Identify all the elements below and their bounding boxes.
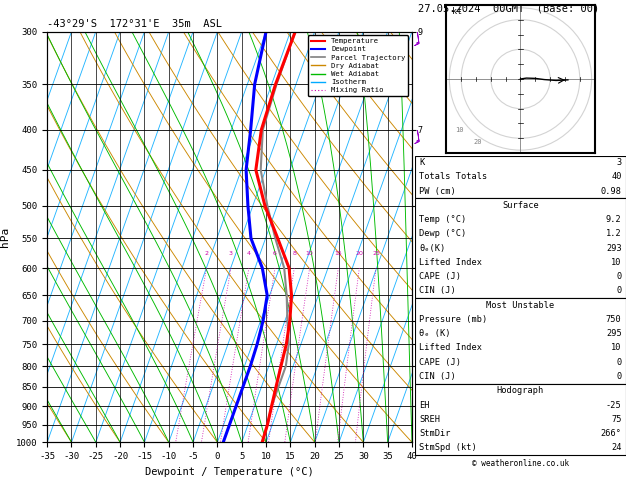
Text: CIN (J): CIN (J)	[420, 286, 456, 295]
Text: 24: 24	[611, 443, 621, 452]
Text: 0: 0	[616, 272, 621, 281]
Text: © weatheronline.co.uk: © weatheronline.co.uk	[472, 459, 569, 468]
Text: 1.2: 1.2	[606, 229, 621, 239]
Text: 20: 20	[355, 251, 364, 257]
Text: 75: 75	[611, 415, 621, 424]
Text: 10: 10	[306, 251, 313, 257]
Text: 10: 10	[455, 127, 464, 133]
Legend: Temperature, Dewpoint, Parcel Trajectory, Dry Adiabat, Wet Adiabat, Isotherm, Mi: Temperature, Dewpoint, Parcel Trajectory…	[308, 35, 408, 96]
Text: StmDir: StmDir	[420, 429, 451, 438]
Text: -43°29'S  172°31'E  35m  ASL: -43°29'S 172°31'E 35m ASL	[47, 19, 222, 29]
Text: 0: 0	[616, 286, 621, 295]
Text: 3: 3	[229, 251, 233, 257]
Bar	[415, 383, 626, 455]
Text: 25: 25	[372, 251, 380, 257]
Text: Temp (°C): Temp (°C)	[420, 215, 467, 224]
Text: K: K	[420, 158, 425, 167]
Text: 2: 2	[204, 251, 209, 257]
Bar	[415, 156, 626, 198]
Text: 6: 6	[273, 251, 277, 257]
Text: Surface: Surface	[502, 201, 539, 210]
Y-axis label: hPa: hPa	[1, 227, 11, 247]
Text: kt: kt	[452, 7, 462, 16]
Text: 40: 40	[611, 173, 621, 181]
Text: 0: 0	[616, 358, 621, 367]
Text: 0.98: 0.98	[601, 187, 621, 196]
Text: 15: 15	[335, 251, 342, 257]
Text: Dewp (°C): Dewp (°C)	[420, 229, 467, 239]
Text: Hodograph: Hodograph	[497, 386, 544, 395]
Text: 293: 293	[606, 243, 621, 253]
Text: 10: 10	[611, 344, 621, 352]
Text: 295: 295	[606, 329, 621, 338]
Text: 266°: 266°	[601, 429, 621, 438]
Text: 10: 10	[611, 258, 621, 267]
Bar	[415, 298, 626, 383]
Text: PW (cm): PW (cm)	[420, 187, 456, 196]
Text: 9.2: 9.2	[606, 215, 621, 224]
Text: 27.05.2024  00GMT  (Base: 00): 27.05.2024 00GMT (Base: 00)	[418, 3, 599, 14]
Text: CIN (J): CIN (J)	[420, 372, 456, 381]
Y-axis label: km
ASL: km ASL	[440, 229, 460, 245]
Text: 8: 8	[292, 251, 296, 257]
Bar	[415, 198, 626, 298]
Text: SREH: SREH	[420, 415, 440, 424]
Text: 4: 4	[247, 251, 251, 257]
Text: StmSpd (kt): StmSpd (kt)	[420, 443, 477, 452]
Text: EH: EH	[420, 400, 430, 410]
Text: CAPE (J): CAPE (J)	[420, 272, 461, 281]
Text: θₑ (K): θₑ (K)	[420, 329, 451, 338]
Text: Lifted Index: Lifted Index	[420, 258, 482, 267]
Text: CAPE (J): CAPE (J)	[420, 358, 461, 367]
Text: Pressure (mb): Pressure (mb)	[420, 315, 487, 324]
X-axis label: Dewpoint / Temperature (°C): Dewpoint / Temperature (°C)	[145, 467, 314, 477]
Text: -25: -25	[606, 400, 621, 410]
Text: 20: 20	[473, 139, 482, 145]
Text: 0: 0	[616, 372, 621, 381]
Text: 750: 750	[606, 315, 621, 324]
Text: θₑ(K): θₑ(K)	[420, 243, 445, 253]
Text: Totals Totals: Totals Totals	[420, 173, 487, 181]
Text: Lifted Index: Lifted Index	[420, 344, 482, 352]
Text: 3: 3	[616, 158, 621, 167]
Text: Most Unstable: Most Unstable	[486, 301, 555, 310]
